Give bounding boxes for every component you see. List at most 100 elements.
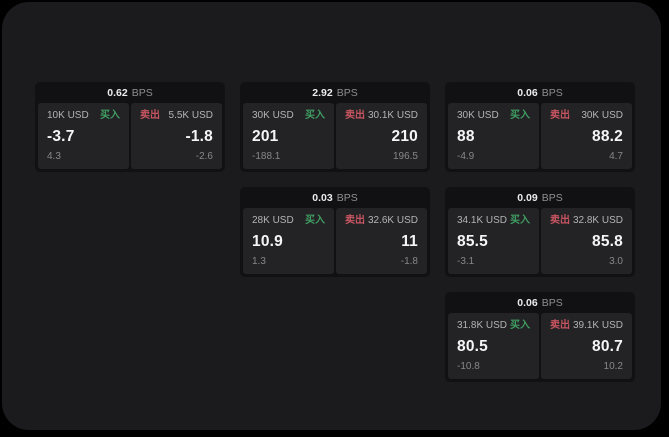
buy-quote-tile[interactable]: 10K USD 买入 -3.7 4.3 (38, 103, 129, 169)
bps-value: 0.06 (517, 86, 538, 99)
buy-side-label: 买入 (305, 215, 325, 226)
bps-header: 0.06 BPS (445, 292, 635, 313)
buy-secondary-value: -10.8 (457, 361, 480, 372)
quote-card-body: 30K USD 买入 88 -4.9 卖出 30K USD 88.2 4.7 (445, 103, 635, 172)
sell-price: 88.2 (592, 128, 623, 145)
sell-amount: 39.1K USD (572, 320, 623, 331)
buy-price: 80.5 (457, 338, 488, 355)
buy-quote-tile[interactable]: 28K USD 买入 10.9 1.3 (243, 208, 334, 274)
sell-quote-tile[interactable]: 卖出 30K USD 88.2 4.7 (541, 103, 632, 169)
buy-side-label: 买入 (510, 215, 530, 226)
quote-card-body: 31.8K USD 买入 80.5 -10.8 卖出 39.1K USD 80.… (445, 313, 635, 382)
sell-secondary-value: 4.7 (609, 151, 623, 162)
buy-side-label: 买入 (100, 110, 120, 121)
quote-card-body: 30K USD 买入 201 -188.1 卖出 30.1K USD 210 1… (240, 103, 430, 172)
bps-unit-label: BPS (131, 86, 153, 99)
bps-value: 0.09 (517, 191, 538, 204)
sell-price: 85.8 (592, 233, 623, 250)
sell-amount: 30.1K USD (367, 110, 418, 121)
buy-price: 85.5 (457, 233, 488, 250)
sell-amount: 5.5K USD (168, 110, 213, 121)
buy-quote-tile[interactable]: 30K USD 买入 201 -188.1 (243, 103, 334, 169)
buy-price: 201 (252, 128, 279, 145)
buy-amount: 31.8K USD (457, 320, 508, 331)
buy-amount: 28K USD (252, 215, 294, 226)
sell-quote-tile[interactable]: 卖出 39.1K USD 80.7 10.2 (541, 313, 632, 379)
bps-header: 2.92 BPS (240, 82, 430, 103)
quote-card: 0.06 BPS 30K USD 买入 88 -4.9 卖出 30K USD 8… (445, 82, 635, 172)
buy-quote-tile[interactable]: 30K USD 买入 88 -4.9 (448, 103, 539, 169)
buy-amount: 34.1K USD (457, 215, 508, 226)
quote-card-body: 28K USD 买入 10.9 1.3 卖出 32.6K USD 11 -1.8 (240, 208, 430, 277)
sell-secondary-value: -2.6 (195, 151, 213, 162)
sell-side-label: 卖出 (550, 110, 570, 121)
sell-tile-header: 卖出 32.8K USD (550, 215, 623, 227)
quote-card-body: 34.1K USD 买入 85.5 -3.1 卖出 32.8K USD 85.8… (445, 208, 635, 277)
buy-price: -3.7 (47, 128, 75, 145)
sell-side-label: 卖出 (550, 320, 570, 331)
bps-value: 0.62 (107, 86, 128, 99)
sell-quote-tile[interactable]: 卖出 5.5K USD -1.8 -2.6 (131, 103, 222, 169)
bps-header: 0.03 BPS (240, 187, 430, 208)
sell-amount: 32.8K USD (572, 215, 623, 226)
sell-side-label: 卖出 (550, 215, 570, 226)
sell-amount: 30K USD (581, 110, 623, 121)
sell-side-label: 卖出 (140, 110, 160, 121)
sell-price: -1.8 (185, 128, 213, 145)
buy-quote-tile[interactable]: 34.1K USD 买入 85.5 -3.1 (448, 208, 539, 274)
sell-tile-header: 卖出 30.1K USD (345, 110, 418, 122)
buy-amount: 30K USD (252, 110, 294, 121)
buy-price: 10.9 (252, 233, 283, 250)
buy-tile-header: 30K USD 买入 (252, 110, 325, 122)
quote-card: 2.92 BPS 30K USD 买入 201 -188.1 卖出 30.1K … (240, 82, 430, 172)
sell-secondary-value: -1.8 (400, 256, 418, 267)
sell-quote-tile[interactable]: 卖出 32.8K USD 85.8 3.0 (541, 208, 632, 274)
bps-unit-label: BPS (541, 191, 563, 204)
bps-value: 0.06 (517, 296, 538, 309)
bps-value: 0.03 (312, 191, 333, 204)
quote-card: 0.03 BPS 28K USD 买入 10.9 1.3 卖出 32.6K US… (240, 187, 430, 277)
sell-side-label: 卖出 (345, 110, 365, 121)
buy-secondary-value: 4.3 (47, 151, 61, 162)
buy-tile-header: 30K USD 买入 (457, 110, 530, 122)
buy-tile-header: 31.8K USD 买入 (457, 320, 530, 332)
buy-secondary-value: 1.3 (252, 256, 266, 267)
buy-quote-tile[interactable]: 31.8K USD 买入 80.5 -10.8 (448, 313, 539, 379)
sell-tile-header: 卖出 5.5K USD (140, 110, 213, 122)
bps-header: 0.06 BPS (445, 82, 635, 103)
buy-secondary-value: -188.1 (252, 151, 281, 162)
bps-unit-label: BPS (336, 86, 358, 99)
quotes-panel: 0.62 BPS 10K USD 买入 -3.7 4.3 卖出 5.5K USD… (2, 2, 661, 430)
buy-tile-header: 10K USD 买入 (47, 110, 120, 122)
buy-secondary-value: -3.1 (457, 256, 475, 267)
sell-quote-tile[interactable]: 卖出 32.6K USD 11 -1.8 (336, 208, 427, 274)
sell-secondary-value: 3.0 (609, 256, 623, 267)
quote-card: 0.06 BPS 31.8K USD 买入 80.5 -10.8 卖出 39.1… (445, 292, 635, 382)
sell-quote-tile[interactable]: 卖出 30.1K USD 210 196.5 (336, 103, 427, 169)
quote-card-body: 10K USD 买入 -3.7 4.3 卖出 5.5K USD -1.8 -2.… (35, 103, 225, 172)
sell-tile-header: 卖出 32.6K USD (345, 215, 418, 227)
buy-amount: 10K USD (47, 110, 89, 121)
sell-price: 11 (401, 233, 418, 250)
bps-value: 2.92 (312, 86, 333, 99)
bps-unit-label: BPS (336, 191, 358, 204)
buy-side-label: 买入 (510, 110, 530, 121)
sell-tile-header: 卖出 30K USD (550, 110, 623, 122)
bps-header: 0.62 BPS (35, 82, 225, 103)
bps-unit-label: BPS (541, 296, 563, 309)
quote-card: 0.62 BPS 10K USD 买入 -3.7 4.3 卖出 5.5K USD… (35, 82, 225, 172)
buy-tile-header: 28K USD 买入 (252, 215, 325, 227)
sell-side-label: 卖出 (345, 215, 365, 226)
sell-tile-header: 卖出 39.1K USD (550, 320, 623, 332)
sell-amount: 32.6K USD (367, 215, 418, 226)
buy-secondary-value: -4.9 (457, 151, 475, 162)
sell-price: 210 (391, 128, 418, 145)
buy-amount: 30K USD (457, 110, 499, 121)
quote-card: 0.09 BPS 34.1K USD 买入 85.5 -3.1 卖出 32.8K… (445, 187, 635, 277)
bps-unit-label: BPS (541, 86, 563, 99)
buy-side-label: 买入 (305, 110, 325, 121)
sell-secondary-value: 196.5 (392, 151, 418, 162)
buy-tile-header: 34.1K USD 买入 (457, 215, 530, 227)
sell-secondary-value: 10.2 (603, 361, 623, 372)
